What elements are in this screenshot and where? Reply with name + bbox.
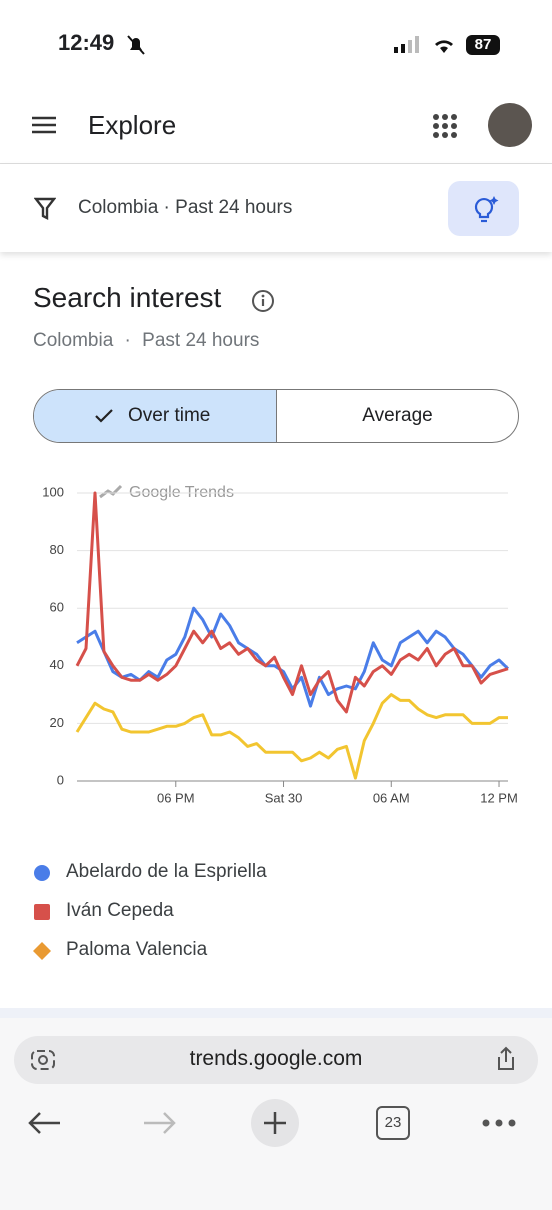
section-separator: · [124,330,131,351]
y-tick-label: 80 [50,542,64,557]
toggle-other-label[interactable]: Average [362,405,433,426]
info-icon[interactable] [251,289,275,313]
legend-label: Abelardo de la Espriella [66,861,267,882]
x-tick-label: 06 AM [373,790,410,805]
section-region: Colombia [33,330,114,351]
y-tick-label: 60 [50,600,64,615]
trends-logo [99,484,123,499]
avatar[interactable] [488,103,532,147]
series-line [75,491,509,714]
mute-icon [127,35,145,55]
legend-label: Iván Cepeda [66,900,174,921]
plus-icon [264,1112,286,1134]
legend-marker [34,865,50,881]
toggle-selected-label[interactable]: Over time [128,405,211,426]
marker-shape [33,942,51,960]
section-period: Past 24 hours [142,330,260,351]
legend-marker [34,904,50,920]
filter-icon [34,197,56,220]
marker-shape [34,904,50,920]
check-icon [95,409,113,423]
tabs-button[interactable]: 23 [376,1106,410,1140]
apps-button[interactable] [432,113,458,139]
x-tick-label: 06 PM [157,790,195,805]
share-icon[interactable] [494,1046,518,1072]
y-tick-label: 100 [42,484,64,499]
legend-marker [33,942,51,960]
y-tick-label: 40 [50,657,64,672]
lens-icon[interactable] [30,1048,56,1072]
section-title: Search interest [33,282,222,313]
divider [0,163,552,164]
toggle: Over time Average [33,389,519,443]
x-tick-label: 12 PM [480,790,518,805]
signal-icon [394,36,419,53]
y-tick-label: 0 [57,772,64,787]
address-bar[interactable] [14,1036,538,1084]
x-tick-label: Sat 30 [265,790,303,805]
back-button[interactable] [26,1110,62,1136]
bulb-icon [474,196,499,223]
legend-label: Paloma Valencia [66,939,208,960]
battery: 87 [466,35,500,55]
series-line [76,606,510,708]
ai-button[interactable] [448,181,519,236]
more-button[interactable] [482,1118,516,1128]
wifi-icon [435,40,453,53]
forward-button[interactable] [142,1110,178,1136]
status-time: 12:49 [58,30,115,55]
header-title: Explore [88,110,177,140]
series-line [75,693,508,780]
filter-label[interactable]: Colombia · Past 24 hours [78,197,293,218]
menu-button[interactable] [30,114,58,136]
toggle-selected[interactable] [34,390,277,442]
y-tick-label: 20 [50,715,64,730]
marker-shape [34,865,50,881]
url[interactable]: trends.google.com [189,1047,363,1070]
